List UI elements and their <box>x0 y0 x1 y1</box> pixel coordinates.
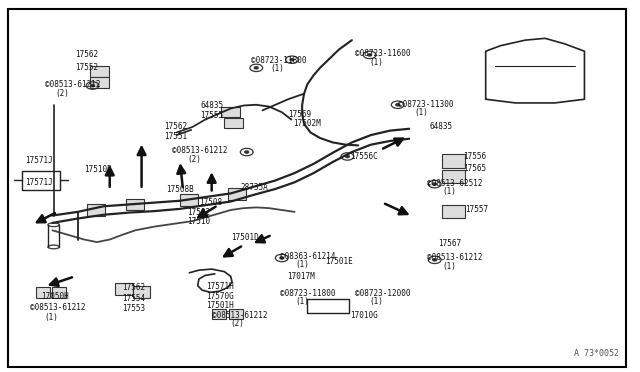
Text: 64835: 64835 <box>429 122 452 131</box>
Text: (1): (1) <box>45 312 59 321</box>
Text: ©08513-61212: ©08513-61212 <box>45 80 100 89</box>
Text: 17050H: 17050H <box>41 292 68 301</box>
Text: 17554: 17554 <box>122 294 145 303</box>
FancyBboxPatch shape <box>52 287 67 298</box>
FancyBboxPatch shape <box>224 118 243 128</box>
Circle shape <box>254 67 258 69</box>
Text: ©08723-11300: ©08723-11300 <box>397 100 453 109</box>
FancyBboxPatch shape <box>229 309 243 319</box>
FancyBboxPatch shape <box>90 66 109 77</box>
Text: (1): (1) <box>370 297 383 306</box>
FancyBboxPatch shape <box>126 199 144 211</box>
Text: (1): (1) <box>270 64 284 73</box>
Text: 17556C: 17556C <box>351 152 378 161</box>
Text: 17570G: 17570G <box>207 292 234 301</box>
Text: 17010G: 17010G <box>351 311 378 320</box>
FancyBboxPatch shape <box>442 154 465 167</box>
FancyBboxPatch shape <box>90 77 109 88</box>
FancyBboxPatch shape <box>132 286 150 298</box>
Circle shape <box>396 104 399 106</box>
Text: ©08513-61212: ©08513-61212 <box>30 303 86 312</box>
Text: 17551: 17551 <box>164 132 187 141</box>
Circle shape <box>433 183 436 185</box>
Text: 17501H: 17501H <box>207 301 234 311</box>
Circle shape <box>368 54 372 56</box>
Text: ©08723-11600: ©08723-11600 <box>355 49 410 58</box>
FancyBboxPatch shape <box>442 170 465 183</box>
FancyBboxPatch shape <box>442 205 465 218</box>
Text: 17562: 17562 <box>75 51 98 60</box>
Text: 17510B: 17510B <box>84 165 112 174</box>
Text: 17555: 17555 <box>200 110 223 120</box>
FancyBboxPatch shape <box>36 287 50 298</box>
FancyBboxPatch shape <box>87 204 104 216</box>
Text: 17562: 17562 <box>122 283 145 292</box>
Text: (1): (1) <box>442 187 456 196</box>
Text: 17557: 17557 <box>465 205 488 215</box>
Text: ©08513-61212: ©08513-61212 <box>212 311 267 320</box>
FancyBboxPatch shape <box>228 188 246 200</box>
Text: (1): (1) <box>296 297 310 306</box>
Circle shape <box>245 151 248 153</box>
FancyBboxPatch shape <box>115 283 132 295</box>
Circle shape <box>290 59 294 61</box>
Text: A 73*0052: A 73*0052 <box>575 350 620 359</box>
Text: 17569: 17569 <box>288 109 311 119</box>
Text: (1): (1) <box>414 108 428 118</box>
FancyBboxPatch shape <box>212 309 227 319</box>
Text: ©08513-62512: ©08513-62512 <box>427 179 483 187</box>
FancyBboxPatch shape <box>221 107 240 117</box>
Text: (2): (2) <box>56 89 69 98</box>
Text: 17508: 17508 <box>199 198 222 207</box>
Text: (2): (2) <box>188 155 202 164</box>
Text: 64835: 64835 <box>200 101 223 110</box>
Text: 28735A: 28735A <box>241 183 268 192</box>
Text: 17502M: 17502M <box>293 119 321 128</box>
Text: 17552: 17552 <box>75 63 98 72</box>
Text: ©08723-11800: ©08723-11800 <box>251 56 307 65</box>
Text: ©08723-12000: ©08723-12000 <box>355 289 410 298</box>
Text: 17556: 17556 <box>463 152 486 161</box>
FancyBboxPatch shape <box>180 194 198 206</box>
Text: 17553: 17553 <box>122 304 145 313</box>
Text: (1): (1) <box>296 260 310 269</box>
Text: 17571J: 17571J <box>26 178 53 187</box>
Text: 17510: 17510 <box>188 217 211 225</box>
Text: 17571J: 17571J <box>26 155 53 165</box>
Text: 17567: 17567 <box>438 239 461 248</box>
Circle shape <box>280 257 284 259</box>
Text: 17017M: 17017M <box>287 272 315 281</box>
Text: (1): (1) <box>370 58 383 67</box>
Circle shape <box>346 155 349 158</box>
Text: 17508B: 17508B <box>166 185 193 194</box>
Text: 17502: 17502 <box>188 208 211 217</box>
Text: (1): (1) <box>442 262 456 271</box>
Circle shape <box>91 84 95 87</box>
Text: 17501D: 17501D <box>231 233 259 242</box>
Text: (2): (2) <box>231 319 244 328</box>
Text: ©08363-61214: ©08363-61214 <box>280 251 336 261</box>
Text: 17571H: 17571H <box>207 282 234 291</box>
Text: ©08513-61212: ©08513-61212 <box>172 147 228 155</box>
Circle shape <box>433 259 436 261</box>
Text: ©08513-61212: ©08513-61212 <box>427 253 483 263</box>
Text: ©08723-11800: ©08723-11800 <box>280 289 336 298</box>
Text: 17501E: 17501E <box>325 257 353 266</box>
Text: 17565: 17565 <box>463 164 486 173</box>
Text: 17562: 17562 <box>164 122 187 131</box>
